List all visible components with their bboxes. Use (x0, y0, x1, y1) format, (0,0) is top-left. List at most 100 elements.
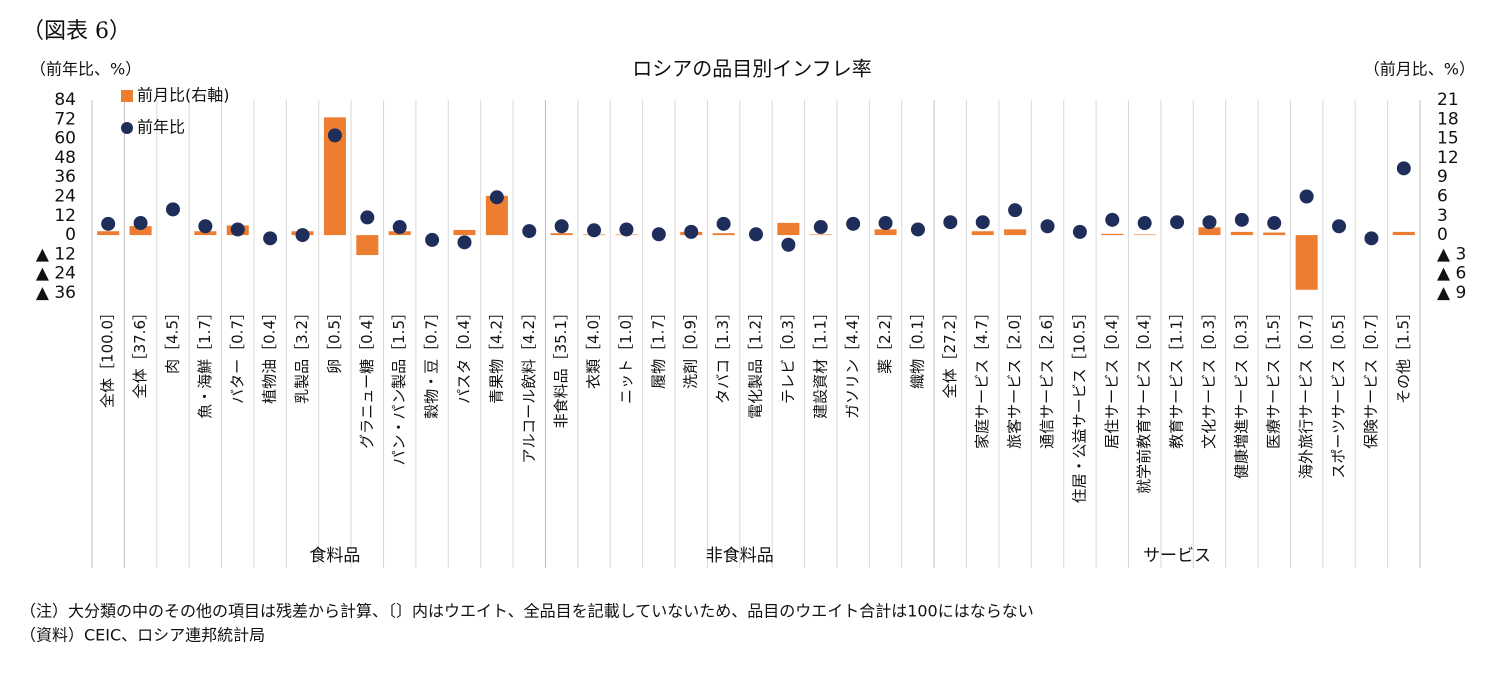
dot (522, 224, 537, 239)
x-tick-label: 非食料品［35.1］ (552, 305, 570, 428)
x-tick-label: 衣類［4.0］ (585, 305, 603, 389)
dot (910, 222, 925, 237)
y-tick-label: 84 (54, 90, 76, 110)
x-tick-label: 医療サービス［1.5］ (1265, 305, 1283, 449)
x-tick-label: 保険サービス［0.7］ (1362, 305, 1380, 449)
y-tick-label: 60 (54, 129, 76, 149)
y-tick-label: 72 (54, 109, 76, 129)
dot (1396, 161, 1411, 176)
y2-tick-label: 18 (1437, 109, 1459, 129)
y2-tick-label: 0 (1437, 225, 1448, 245)
x-tick-label: 通信サービス［2.6］ (1038, 305, 1056, 449)
bar (1198, 227, 1221, 236)
dot (1364, 231, 1379, 246)
y-axis-title: （前年比、%） (30, 60, 141, 79)
x-tick-label: 全体［27.2］ (941, 305, 959, 398)
legend-swatch (121, 122, 133, 134)
x-tick-label: 居住サービス［0.4］ (1103, 305, 1121, 449)
y-tick-label: 36 (54, 167, 76, 187)
dot (749, 227, 763, 242)
dot (1332, 219, 1347, 234)
dot (1299, 189, 1314, 204)
dot (457, 235, 472, 250)
x-tick-label: 就学前教育サービス［0.4］ (1135, 305, 1153, 494)
x-tick-label: 教育サービス［1.1］ (1168, 305, 1186, 449)
x-tick-label: 全体［100.0］ (99, 305, 117, 408)
y-tick-label: ▲ 12 (36, 244, 76, 264)
bar (777, 222, 800, 236)
bar (1230, 231, 1253, 236)
x-tick-label: 植物油［0.4］ (261, 305, 279, 404)
note: （注）大分類の中のその他の項目は残差から計算、〔〕内はウエイト、全品目を記載して… (20, 602, 1034, 621)
dot (101, 216, 116, 231)
dot (360, 210, 375, 225)
bar (356, 235, 379, 256)
chart-title: ロシアの品目別インフレ率 (632, 57, 871, 81)
x-tick-label: 織物［0.1］ (908, 305, 926, 389)
x-tick-label: 家庭サービス［4.7］ (973, 305, 991, 449)
bar (485, 195, 508, 236)
legend-label: 前月比(右軸) (137, 86, 230, 105)
bar (1392, 231, 1415, 236)
x-tick-label: タバコ［1.3］ (714, 305, 732, 404)
legend-label: 前年比 (137, 118, 185, 137)
dot (198, 219, 213, 234)
y2-tick-label: 15 (1437, 129, 1459, 149)
y-tick-label: 12 (54, 206, 76, 226)
y-tick-label: 0 (65, 225, 76, 245)
dot (1072, 224, 1087, 239)
y2-tick-label: ▲ 6 (1437, 264, 1466, 284)
x-tick-label: 洗剤［0.9］ (682, 305, 700, 389)
source: （資料）CEIC、ロシア連邦統計局 (20, 626, 265, 645)
bar (874, 229, 897, 236)
y2-tick-label: 6 (1437, 187, 1448, 207)
x-tick-label: パン・パン製品［1.5］ (390, 305, 408, 465)
x-tick-label: 海外旅行サービス［0.7］ (1297, 305, 1315, 479)
bar (97, 231, 120, 236)
x-tick-label: 住居・公益サービス［10.5］ (1070, 305, 1088, 503)
x-tick-label: 全体［37.6］ (131, 305, 149, 398)
dot (295, 228, 310, 243)
y2-tick-label: 21 (1437, 90, 1459, 110)
dot (1202, 215, 1217, 230)
x-tick-label: ニット［1.0］ (617, 305, 635, 404)
dot (587, 223, 602, 238)
bar (712, 233, 735, 236)
dot (489, 190, 504, 205)
x-tick-label: パスタ［0.4］ (455, 305, 473, 404)
x-tick-label: 穀物・豆［0.7］ (423, 305, 441, 419)
dot (651, 227, 666, 242)
dot (327, 128, 342, 143)
x-tick-label: 履物［1.7］ (649, 305, 667, 389)
dot (263, 231, 278, 246)
bar (809, 234, 832, 236)
bar (453, 229, 476, 236)
dot (1105, 212, 1120, 227)
dot (781, 237, 796, 252)
bar (1295, 235, 1318, 290)
y2-tick-label: ▲ 3 (1437, 244, 1466, 264)
x-tick-label: 卵［0.5］ (325, 305, 343, 374)
x-tick-label: ガソリン［4.4］ (844, 305, 862, 419)
x-tick-label: グラニュー糖［0.4］ (358, 305, 376, 449)
group-label: サービス (1143, 546, 1211, 566)
dot (1137, 216, 1152, 231)
bar (1263, 232, 1286, 236)
x-tick-label: 旅客サービス［2.0］ (1006, 305, 1024, 449)
dot (878, 216, 893, 231)
y2-tick-label: 3 (1437, 206, 1448, 226)
y2-tick-label: 12 (1437, 148, 1459, 168)
bar (1004, 229, 1027, 236)
x-tick-label: アルコール飲料［4.2］ (520, 305, 538, 463)
dot (716, 216, 731, 231)
dot (846, 216, 861, 231)
x-tick-label: 青果物［4.2］ (487, 305, 505, 404)
dot (1267, 216, 1282, 231)
x-tick-label: テレビ［0.3］ (779, 305, 797, 404)
dot (943, 215, 958, 230)
y-tick-label: 24 (54, 187, 76, 207)
x-tick-label: 健康増進サービス［0.3］ (1232, 305, 1250, 479)
bar (129, 226, 152, 236)
x-tick-label: 建設資材［1.1］ (811, 305, 829, 419)
